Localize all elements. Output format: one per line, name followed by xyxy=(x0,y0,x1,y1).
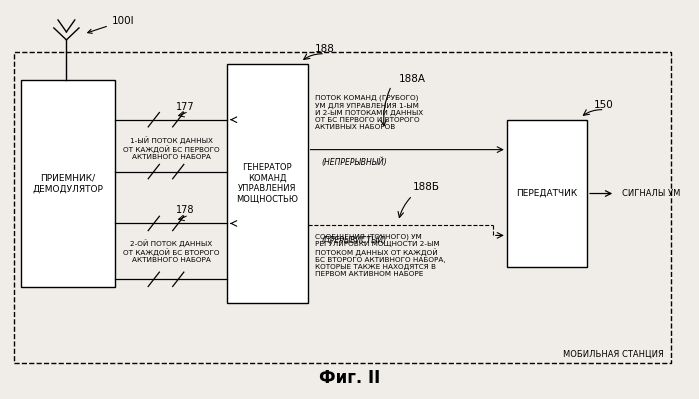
Text: МОБИЛЬНАЯ СТАНЦИЯ: МОБИЛЬНАЯ СТАНЦИЯ xyxy=(563,349,664,358)
Bar xyxy=(227,64,308,303)
Text: ПРИЕМНИК/
ДЕМОДУЛЯТОР: ПРИЕМНИК/ ДЕМОДУЛЯТОР xyxy=(33,174,103,193)
Text: 188Б: 188Б xyxy=(412,182,440,192)
Text: ПЕРЕДАТЧИК: ПЕРЕДАТЧИК xyxy=(517,189,577,198)
Text: СИГНАЛЫ УМ: СИГНАЛЫ УМ xyxy=(622,189,681,198)
Text: 188А: 188А xyxy=(398,74,426,84)
Text: 178: 178 xyxy=(176,205,194,215)
Text: ПОТОК КОМАНД (ГРУБОГО)
УМ ДЛЯ УПРАВЛЕНИЯ 1-ЫМ
И 2-ЫМ ПОТОКАМИ ДАННЫХ
ОТ БС ПЕРВО: ПОТОК КОМАНД (ГРУБОГО) УМ ДЛЯ УПРАВЛЕНИЯ… xyxy=(315,95,423,130)
Text: 2-ОЙ ПОТОК ДАННЫХ
ОТ КАЖДОЙ БС ВТОРОГО
АКТИВНОГО НАБОРА: 2-ОЙ ПОТОК ДАННЫХ ОТ КАЖДОЙ БС ВТОРОГО А… xyxy=(123,239,219,263)
Text: 177: 177 xyxy=(176,102,194,112)
Bar xyxy=(507,120,587,267)
Text: Фиг. II: Фиг. II xyxy=(319,369,380,387)
Text: (НЕПРЕРЫВНЫЙ): (НЕПРЕРЫВНЫЙ) xyxy=(322,158,387,167)
Bar xyxy=(21,80,115,287)
Bar xyxy=(14,52,671,363)
Text: ГЕНЕРАТОР
КОМАНД
УПРАВЛЕНИЯ
МОЩНОСТЬЮ: ГЕНЕРАТОР КОМАНД УПРАВЛЕНИЯ МОЩНОСТЬЮ xyxy=(236,164,298,203)
Text: СООБЩЕНИЯ (ТОЧНОГО) УМ
РЕГУЛИРОВКИ МОЩНОСТИ 2-ЫМ
ПОТОКОМ ДАННЫХ ОТ КАЖДОЙ
БС ВТО: СООБЩЕНИЯ (ТОЧНОГО) УМ РЕГУЛИРОВКИ МОЩНО… xyxy=(315,233,445,277)
Text: 150: 150 xyxy=(594,100,614,110)
Text: (ПРЕРЫВИСТЫЙ): (ПРЕРЫВИСТЫЙ) xyxy=(322,235,387,245)
Text: 100I: 100I xyxy=(87,16,134,34)
Text: 188: 188 xyxy=(315,44,334,54)
Text: 1-ЫЙ ПОТОК ДАННЫХ
ОТ КАЖДОЙ БС ПЕРВОГО
АКТИВНОГО НАБОРА: 1-ЫЙ ПОТОК ДАННЫХ ОТ КАЖДОЙ БС ПЕРВОГО А… xyxy=(123,136,219,160)
